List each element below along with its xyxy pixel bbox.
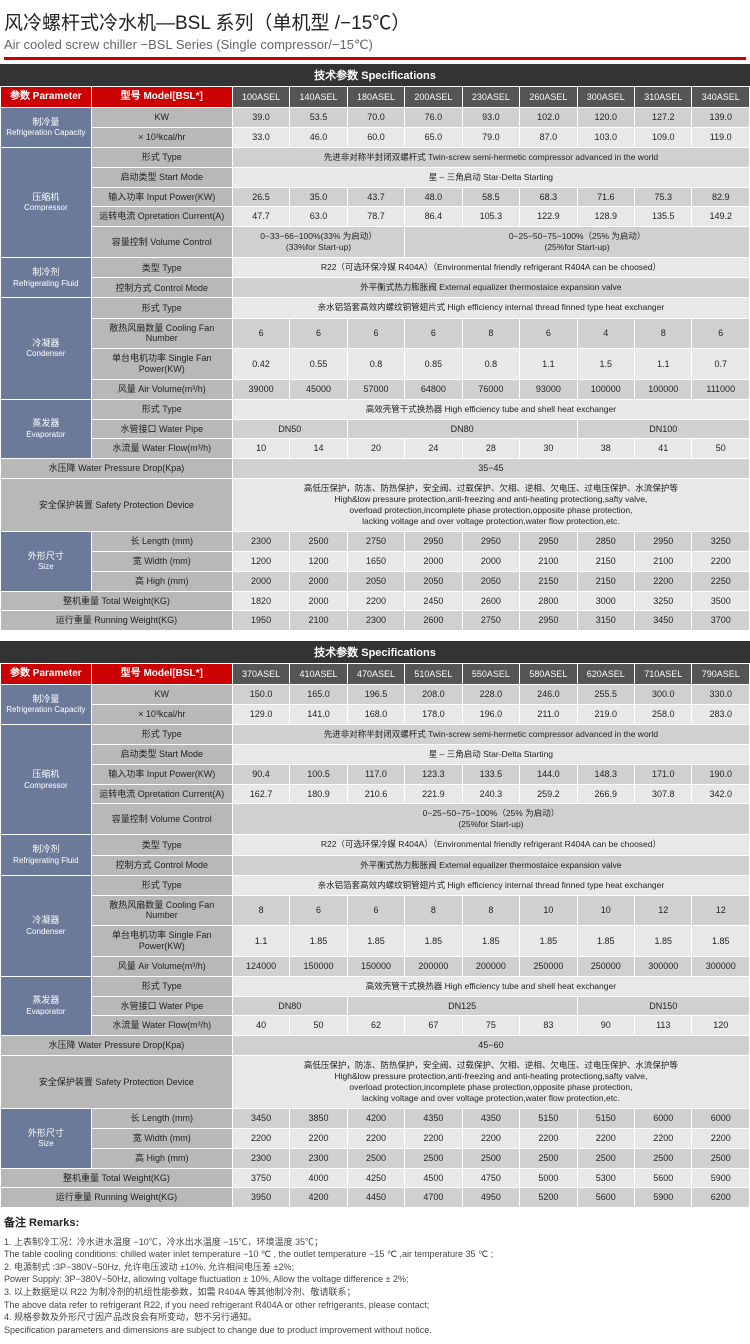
title-cn: 风冷螺杆式冷水机—BSL 系列（单机型 /−15℃） <box>4 8 746 35</box>
spec-table: 参数 Parameter型号 Model[BSL*]100ASEL140ASEL… <box>0 86 750 631</box>
remarks-title: 备注 Remarks: <box>4 1216 746 1231</box>
red-bar <box>4 57 746 60</box>
spec-table: 参数 Parameter型号 Model[BSL*]370ASEL410ASEL… <box>0 663 750 1208</box>
header: 风冷螺杆式冷水机—BSL 系列（单机型 /−15℃） Air cooled sc… <box>0 0 750 64</box>
remarks-section: 备注 Remarks: 1. 上表制冷工况：冷水进水温度 −10℃，冷水出水温度… <box>0 1208 750 1344</box>
spec-table-2: 技术参数 Specifications参数 Parameter型号 Model[… <box>0 641 750 1208</box>
spec-table-1: 技术参数 Specifications参数 Parameter型号 Model[… <box>0 64 750 631</box>
title-en: Air cooled screw chiller −BSL Series (Si… <box>4 37 746 53</box>
remarks-lines: 1. 上表制冷工况：冷水进水温度 −10℃，冷水出水温度 −15℃，环境温度 3… <box>4 1236 746 1337</box>
